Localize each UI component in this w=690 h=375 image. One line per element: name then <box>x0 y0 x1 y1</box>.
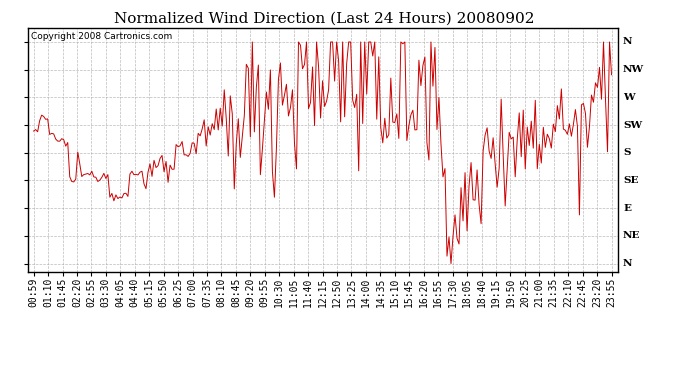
Text: E: E <box>623 204 631 213</box>
Text: Copyright 2008 Cartronics.com: Copyright 2008 Cartronics.com <box>30 32 172 41</box>
Text: N: N <box>623 38 633 46</box>
Text: NW: NW <box>623 65 644 74</box>
Text: N: N <box>623 259 633 268</box>
Text: SE: SE <box>623 176 638 185</box>
Text: S: S <box>623 148 631 157</box>
Text: Normalized Wind Direction (Last 24 Hours) 20080902: Normalized Wind Direction (Last 24 Hours… <box>114 11 535 25</box>
Text: SW: SW <box>623 121 642 130</box>
Text: NE: NE <box>623 231 640 240</box>
Text: W: W <box>623 93 635 102</box>
